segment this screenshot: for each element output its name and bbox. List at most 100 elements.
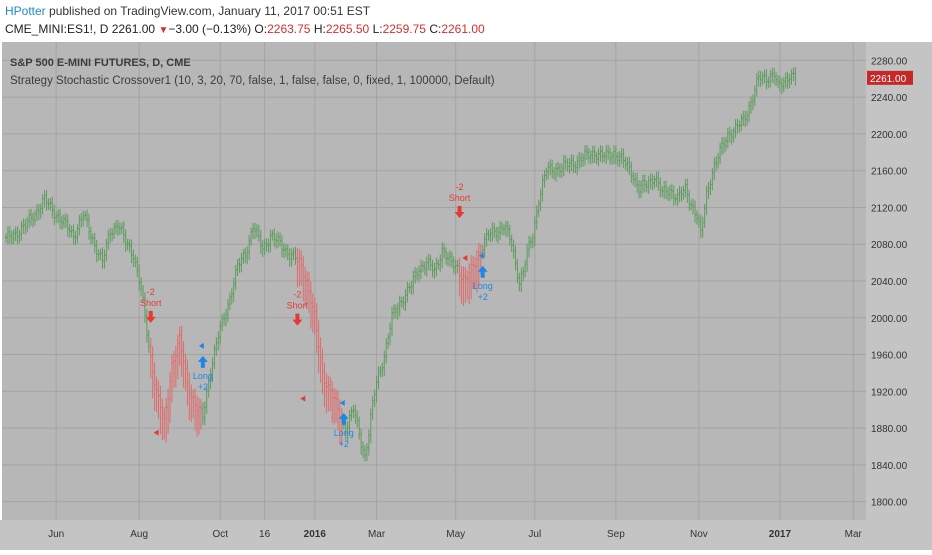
price-bar	[130, 239, 133, 264]
price-bar	[55, 211, 58, 224]
price-chart[interactable]: -2ShortLong+2-2ShortLong+2-2ShortLong+2 …	[0, 42, 932, 550]
price-bar	[641, 174, 644, 194]
entry-marker-icon	[478, 252, 484, 259]
price-bar	[325, 373, 328, 414]
price-bar	[778, 75, 781, 92]
price-bar	[18, 229, 21, 243]
price-bar	[672, 185, 675, 206]
price-bar	[234, 264, 237, 290]
price-bar	[489, 228, 492, 243]
price-bar	[454, 259, 457, 276]
chart-area[interactable]: -2 Short Long +2 -2 Short Long +2 -2 Short Long +2 …	[0, 42, 932, 550]
price-bar	[545, 167, 548, 181]
price-bar	[161, 398, 164, 440]
price-bar	[317, 320, 320, 374]
price-bar	[576, 155, 579, 176]
price-bar	[713, 157, 716, 180]
price-bar	[209, 368, 212, 390]
price-bar	[753, 85, 756, 106]
price-bar	[184, 353, 187, 391]
price-bar	[736, 118, 739, 134]
chart-header: HPotter published on TradingView.com, Ja…	[0, 0, 932, 42]
price-bar	[211, 357, 214, 383]
y-tick-label: 2080.00	[871, 240, 908, 251]
time-axis[interactable]	[0, 520, 932, 550]
price-bar	[638, 180, 641, 199]
price-bar	[620, 148, 623, 165]
price-change: −3.00 (−0.13%)	[168, 22, 252, 36]
long-qty-label: +2	[339, 439, 349, 449]
price-bar	[591, 145, 594, 164]
price-bar	[95, 239, 98, 263]
price-bar	[769, 70, 772, 88]
price-bar	[271, 229, 274, 241]
x-tick-label: Aug	[130, 529, 148, 540]
price-bar	[402, 296, 405, 310]
price-bar	[665, 180, 668, 200]
price-bar	[780, 77, 783, 95]
long-label: Long	[473, 281, 493, 291]
price-bar	[223, 312, 226, 326]
price-bar	[219, 320, 222, 345]
price-bar	[531, 233, 534, 249]
price-bar	[33, 210, 36, 226]
price-bar	[472, 255, 475, 290]
price-bar	[603, 151, 606, 163]
price-axis[interactable]	[866, 42, 932, 520]
price-bar	[694, 200, 697, 223]
price-bar	[277, 231, 280, 248]
entry-marker-icon	[198, 342, 204, 349]
open-value: 2263.75	[267, 22, 311, 36]
price-bar	[242, 248, 245, 264]
price-bar	[616, 151, 619, 167]
price-bar	[113, 223, 116, 239]
price-bar	[116, 219, 119, 236]
price-bar	[284, 243, 287, 257]
price-bar	[487, 229, 490, 241]
price-bar	[194, 388, 197, 431]
price-bar	[483, 233, 486, 258]
price-bar	[59, 208, 62, 229]
price-bar	[72, 224, 75, 245]
price-bar	[392, 304, 395, 320]
price-bar	[97, 249, 100, 261]
price-bar	[775, 71, 778, 86]
x-tick-label: May	[446, 529, 465, 540]
price-bar	[12, 228, 15, 245]
long-qty-label: +2	[198, 382, 208, 392]
close-value: 2261.00	[441, 22, 485, 36]
publisher-link[interactable]: HPotter	[5, 4, 46, 18]
price-bar	[273, 228, 276, 247]
price-bar	[582, 153, 585, 167]
price-bar	[676, 189, 679, 207]
price-bar	[352, 405, 355, 419]
price-bar	[259, 229, 262, 254]
price-bar	[755, 73, 758, 97]
y-tick-label: 2040.00	[871, 277, 908, 288]
price-bar	[692, 198, 695, 215]
price-bar	[377, 366, 380, 390]
price-bar	[122, 221, 125, 243]
price-bar	[263, 238, 266, 256]
price-bar	[84, 210, 87, 222]
price-bar	[728, 126, 731, 143]
price-bar	[16, 226, 19, 245]
price-bar	[20, 221, 23, 241]
price-bar	[22, 218, 25, 235]
price-bar	[678, 186, 681, 203]
price-bar	[151, 346, 154, 399]
y-tick-label: 2240.00	[871, 93, 908, 104]
price-bar	[269, 229, 272, 253]
price-bar	[375, 375, 378, 403]
short-qty-label: -2	[293, 290, 301, 300]
price-bar	[435, 257, 438, 277]
price-bar	[406, 281, 409, 303]
price-bar	[566, 158, 569, 173]
price-bar	[336, 390, 339, 431]
price-bar	[396, 302, 399, 320]
price-bar	[381, 362, 384, 377]
price-bar	[107, 229, 110, 250]
price-bar	[155, 376, 158, 412]
price-bar	[452, 256, 455, 274]
